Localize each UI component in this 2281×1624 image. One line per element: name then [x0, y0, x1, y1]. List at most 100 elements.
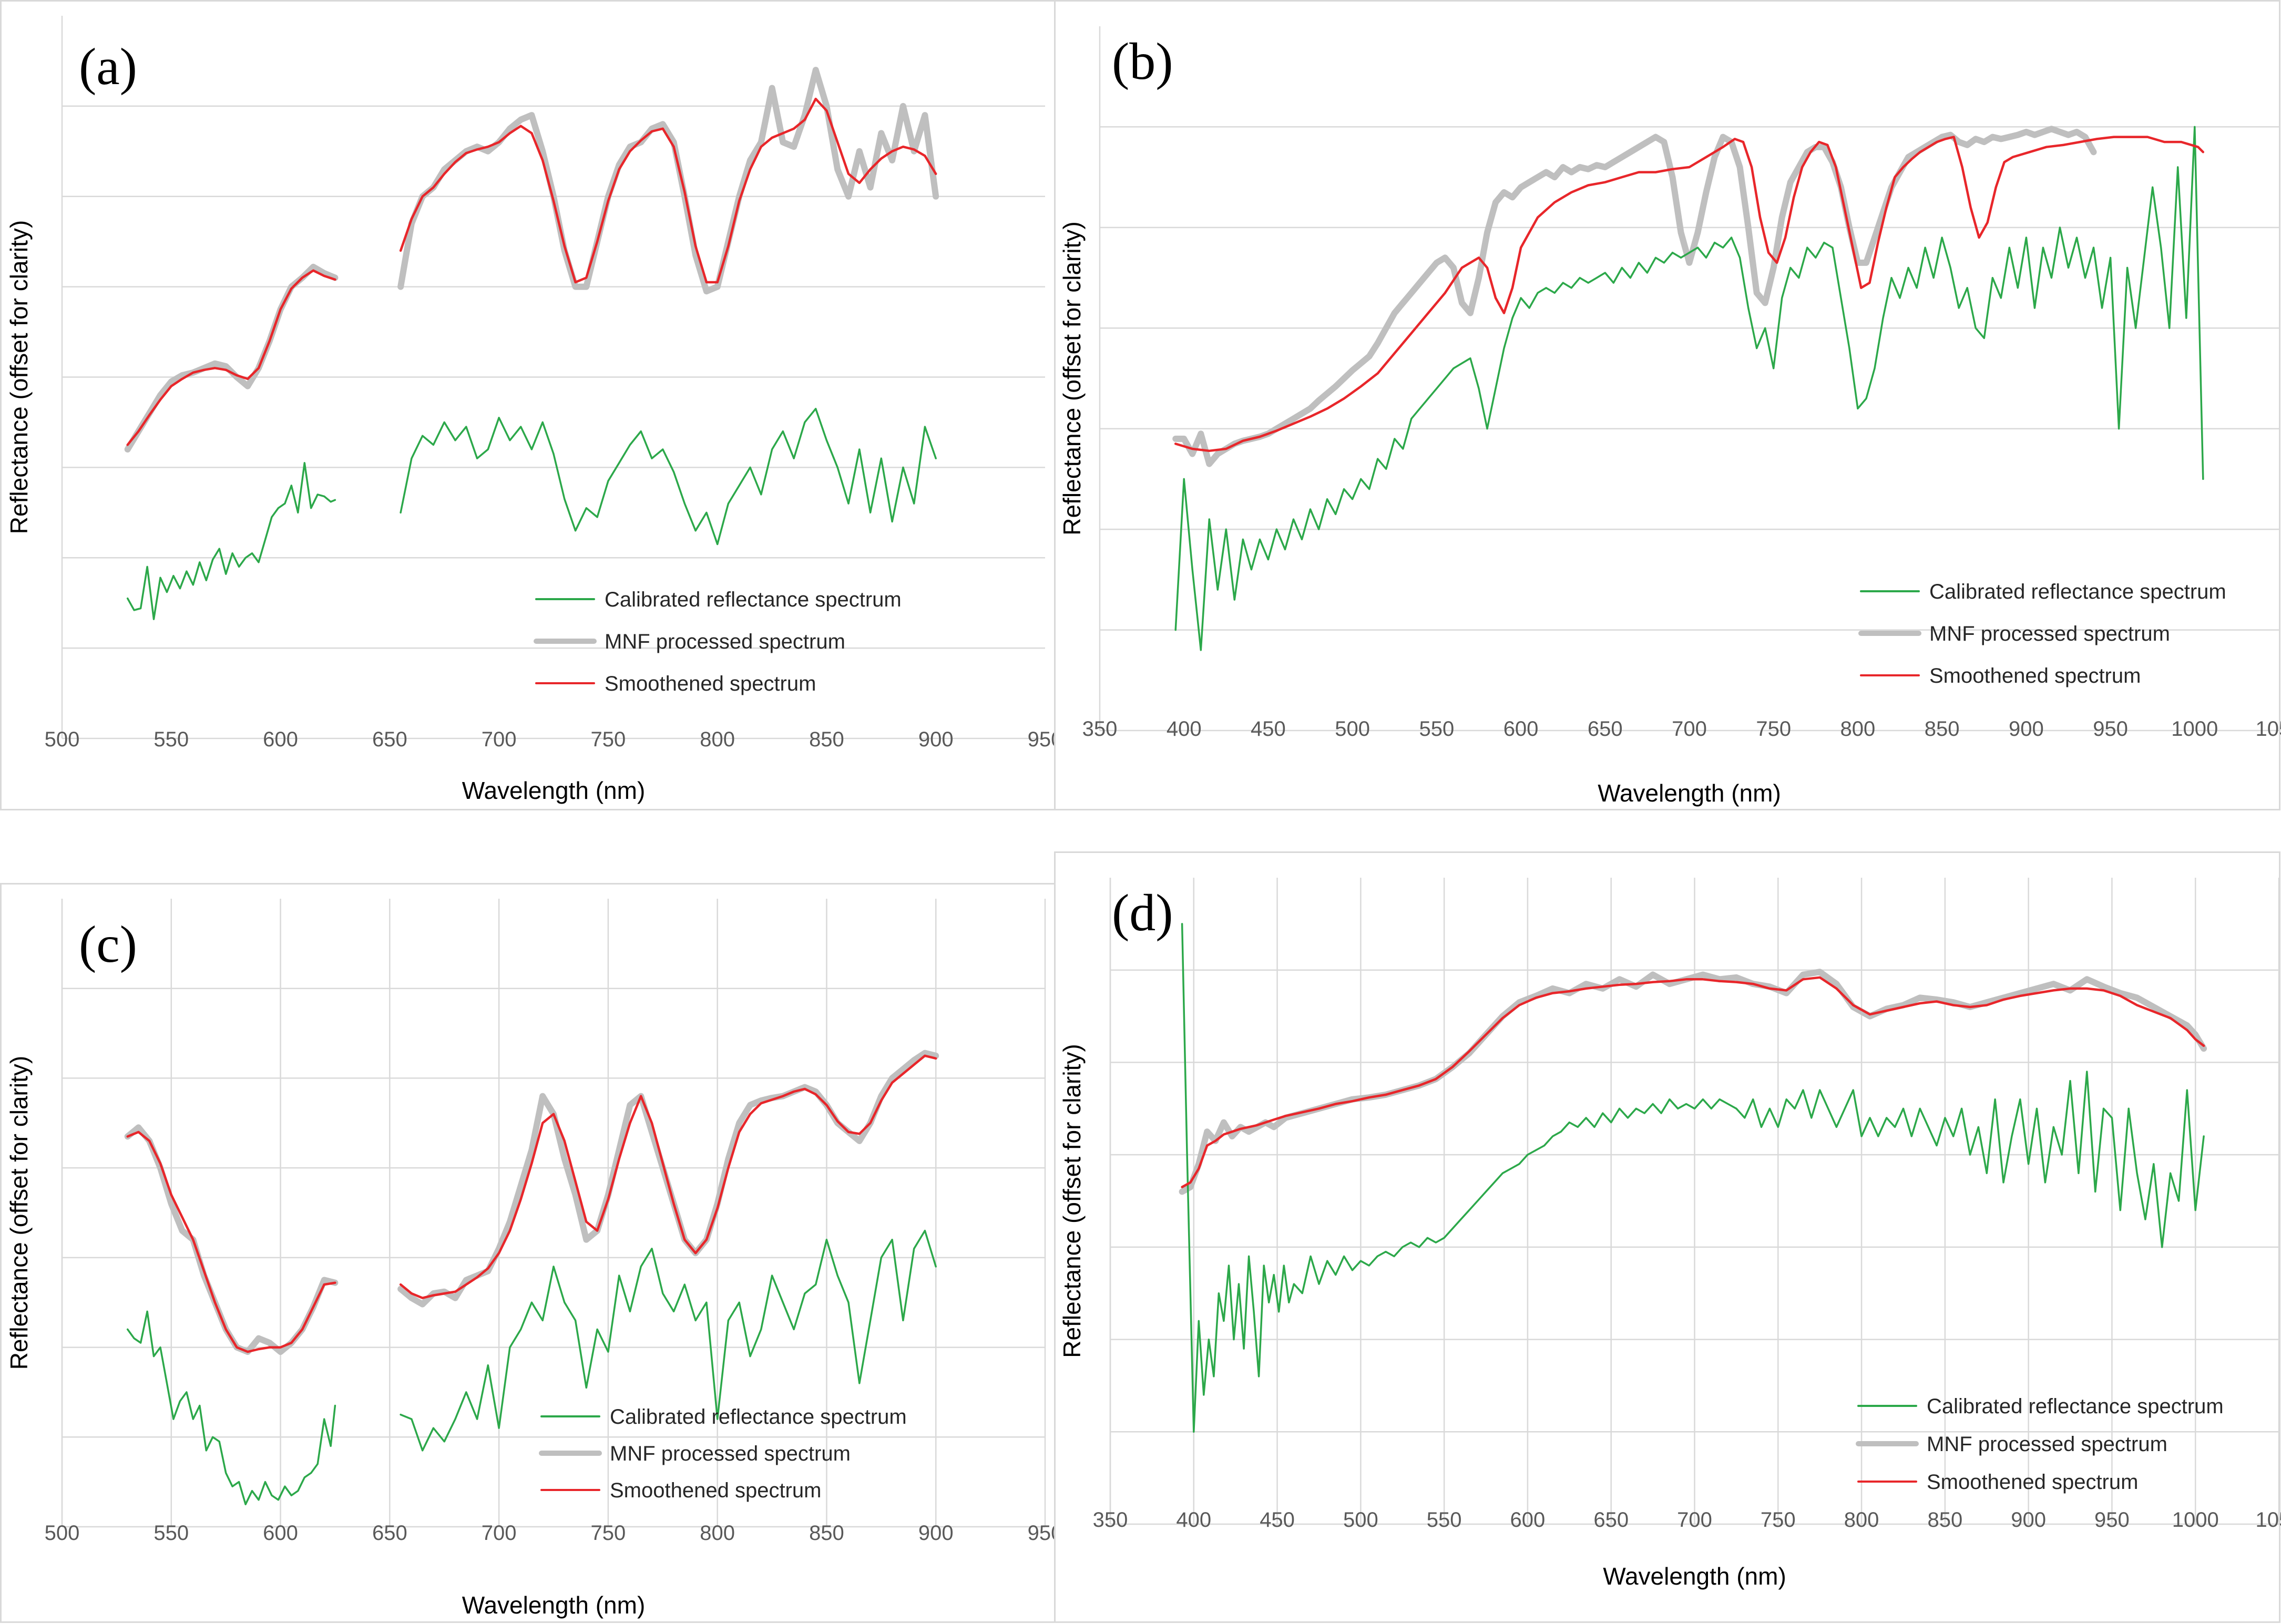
- chart-d-xtick-label: 750: [1761, 1508, 1796, 1532]
- chart-c-series-mnf-segment-1: [397, 1050, 939, 1308]
- chart-c-svg: 500 550 600 650 700 750 800 850 900 950Wavelength…: [0, 883, 1128, 1623]
- chart-a-series-smooth-segment-0: [126, 269, 336, 446]
- chart-c-series-calibrated-segment-0: [126, 1310, 336, 1506]
- chart-b-frame: [1054, 0, 2280, 810]
- chart-d-xtick-label: 950: [2094, 1508, 2130, 1532]
- chart-b-legend-label-mnf: MNF processed spectrum: [1929, 622, 2170, 645]
- chart-b-xtick-label: 500: [1335, 717, 1370, 741]
- chart-c-frame: [0, 883, 1128, 1623]
- chart-a-series-mnf-segment-0: [124, 263, 339, 453]
- chart-d-xtick-label: 650: [1593, 1508, 1629, 1532]
- chart-a-xtick-label: 850: [809, 728, 844, 751]
- chart-d-legend-label-smooth: Smoothened spectrum: [1927, 1471, 2138, 1494]
- chart-d-svg: 350 400 450 500 550 600 650 700 750 800 850 900 950 1…: [1054, 851, 2281, 1623]
- chart-d-series-calibrated-segment-0: [1181, 923, 2205, 1433]
- chart-a-xtick-label: 550: [154, 728, 189, 751]
- chart-c-xtick-label: 500: [45, 1522, 80, 1545]
- chart-d-legend-label-calibrated: Calibrated reflectance spectrum: [1927, 1395, 2224, 1418]
- chart-a-series-calibrated-segment-0: [126, 462, 336, 620]
- chart-b-xtick-label: 450: [1251, 717, 1286, 741]
- chart-d-legend-label-mnf: MNF processed spectrum: [1927, 1433, 2167, 1456]
- chart-a-panel-label: (a): [79, 37, 137, 96]
- chart-d-xtick-label: 450: [1260, 1508, 1295, 1532]
- chart-d-xtick-label: 850: [1927, 1508, 1962, 1532]
- chart-a-xtick-label: 650: [372, 728, 407, 751]
- chart-b-series-mnf-segment-0: [1172, 126, 2097, 467]
- chart-c-xtick-label: 900: [918, 1522, 954, 1545]
- chart-b-legend-label-calibrated: Calibrated reflectance spectrum: [1929, 580, 2226, 603]
- chart-b-xtick-label: 650: [1588, 717, 1623, 741]
- chart-b-xtick-label: 800: [1840, 717, 1876, 741]
- chart-d-xtick-label: 350: [1093, 1508, 1128, 1532]
- chart-a-xtick-label: 700: [482, 728, 517, 751]
- chart-b-xtick-label: 750: [1756, 717, 1791, 741]
- chart-a-xtick-label: 900: [918, 728, 954, 751]
- chart-a-y-axis-title: Reflectance (offset for clarity): [5, 220, 33, 534]
- chart-b-xtick-label: 950: [2093, 717, 2128, 741]
- chart-b-xtick-label: 350: [1082, 717, 1118, 741]
- chart-panel-b: 350 400 450 500 550 600 650 700 750 800 850 900 950 1…: [1054, 0, 2281, 812]
- chart-d-xtick-label: 550: [1427, 1508, 1462, 1532]
- chart-a-series-calibrated-segment-1: [400, 407, 937, 546]
- chart-d-x-axis-title: Wavelength (nm): [1603, 1563, 1786, 1590]
- chart-d-xtick-label: 800: [1844, 1508, 1879, 1532]
- chart-c-xtick-label: 600: [263, 1522, 298, 1545]
- chart-a-xtick-label: 500: [45, 728, 80, 751]
- chart-a-xtick-label: 750: [591, 728, 626, 751]
- chart-c-series-calibrated-segment-1: [400, 1229, 937, 1452]
- chart-d-series-mnf-segment-0: [1179, 969, 2207, 1195]
- chart-a-legend-label-calibrated: Calibrated reflectance spectrum: [605, 588, 902, 611]
- chart-a-frame: [0, 0, 1128, 810]
- chart-c-xtick-label: 800: [700, 1522, 735, 1545]
- chart-d-frame: [1054, 851, 2280, 1623]
- chart-c-series-smooth-segment-1: [399, 1054, 937, 1299]
- chart-a-series-mnf-segment-1: [397, 67, 939, 295]
- chart-c-xtick-label: 550: [154, 1522, 189, 1545]
- chart-d-xtick-label: 600: [1510, 1508, 1546, 1532]
- chart-c-xtick-label: 700: [482, 1522, 517, 1545]
- chart-d-xtick-label: 500: [1343, 1508, 1378, 1532]
- chart-a-legend-label-smooth: Smoothened spectrum: [605, 672, 816, 695]
- chart-a-x-axis-title: Wavelength (nm): [462, 777, 646, 804]
- chart-b-legend-label-smooth: Smoothened spectrum: [1929, 664, 2141, 687]
- chart-b-y-axis-title: Reflectance (offset for clarity): [1058, 221, 1086, 535]
- chart-b-xtick-label: 1000: [2171, 717, 2218, 741]
- chart-a-series-smooth-segment-1: [399, 97, 937, 284]
- chart-panel-a: 500 550 600 650 700 750 800 850 900 950 Wavelength…: [0, 0, 1130, 812]
- chart-d-xtick-label: 1050: [2256, 1508, 2281, 1532]
- chart-a-legend-label-mnf: MNF processed spectrum: [605, 630, 845, 653]
- chart-d-xtick-label: 400: [1176, 1508, 1211, 1532]
- chart-b-xtick-label: 1050: [2256, 717, 2281, 741]
- chart-b-series-calibrated-segment-0: [1174, 126, 2204, 651]
- chart-b-xtick-label: 700: [1672, 717, 1707, 741]
- chart-c-x-axis-title: Wavelength (nm): [462, 1591, 646, 1619]
- chart-d-xtick-label: 700: [1677, 1508, 1712, 1532]
- chart-c-legend-label-mnf: MNF processed spectrum: [610, 1442, 851, 1465]
- chart-b-xtick-label: 600: [1503, 717, 1539, 741]
- chart-b-panel-label: (b): [1112, 32, 1173, 90]
- chart-c-xtick-label: 850: [809, 1522, 844, 1545]
- chart-a-svg: 500 550 600 650 700 750 800 850 900 950Wavelength…: [0, 0, 1128, 810]
- chart-b-x-axis-title: Wavelength (nm): [1598, 779, 1781, 807]
- chart-d-panel-label: (d): [1112, 883, 1173, 942]
- chart-c-series-smooth-segment-0: [126, 1130, 336, 1353]
- chart-c-legend-label-calibrated: Calibrated reflectance spectrum: [610, 1405, 907, 1428]
- chart-panel-d: 350 400 450 500 550 600 650 700 750 800 850 900 950 1…: [1054, 851, 2281, 1624]
- chart-d-y-axis-title: Reflectance (offset for clarity): [1058, 1044, 1086, 1358]
- chart-c-legend-label-smooth: Smoothened spectrum: [610, 1479, 821, 1502]
- chart-b-xtick-label: 850: [1925, 717, 1960, 741]
- chart-c-panel-label: (c): [79, 915, 137, 973]
- chart-d-xtick-label: 1000: [2172, 1508, 2219, 1532]
- chart-c-y-axis-title: Reflectance (offset for clarity): [5, 1056, 33, 1370]
- chart-c-xtick-label: 650: [372, 1522, 407, 1545]
- chart-b-xtick-label: 900: [2009, 717, 2044, 741]
- chart-c-xtick-label: 750: [591, 1522, 626, 1545]
- chart-d-xtick-label: 900: [2011, 1508, 2046, 1532]
- chart-b-svg: 350 400 450 500 550 600 650 700 750 800 850 900 950 1…: [1054, 0, 2281, 810]
- chart-a-xtick-label: 800: [700, 728, 735, 751]
- chart-b-xtick-label: 550: [1419, 717, 1454, 741]
- chart-panel-c: 500 550 600 650 700 750 800 850 900 950 Wavelength…: [0, 883, 1130, 1624]
- chart-a-xtick-label: 600: [263, 728, 298, 751]
- chart-d-series-smooth-segment-0: [1181, 976, 2205, 1188]
- chart-b-series-smooth-segment-0: [1174, 136, 2205, 453]
